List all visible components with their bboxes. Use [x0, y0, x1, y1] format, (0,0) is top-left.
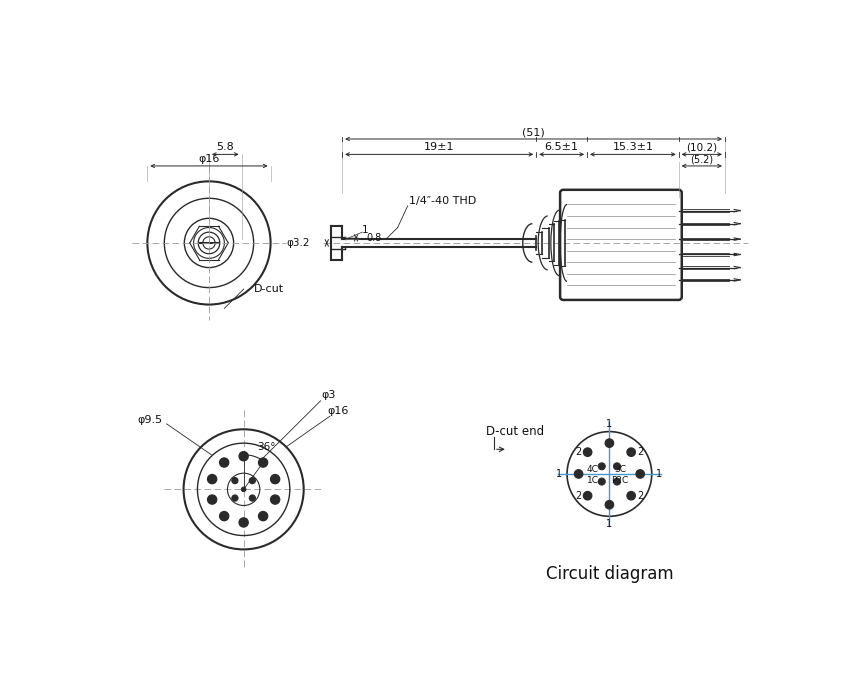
- Circle shape: [258, 512, 267, 521]
- Circle shape: [626, 448, 635, 456]
- Circle shape: [258, 458, 267, 467]
- Text: 1: 1: [555, 469, 562, 479]
- Circle shape: [583, 448, 591, 456]
- Text: 2: 2: [636, 491, 643, 501]
- Text: 5.8: 5.8: [217, 142, 234, 152]
- Circle shape: [249, 477, 255, 483]
- Circle shape: [583, 492, 591, 500]
- Circle shape: [600, 480, 603, 483]
- Circle shape: [260, 514, 265, 519]
- Text: 1: 1: [362, 225, 368, 235]
- Text: 0.8: 0.8: [366, 233, 381, 243]
- Circle shape: [598, 478, 605, 485]
- Text: 1: 1: [606, 519, 612, 529]
- Circle shape: [585, 494, 589, 498]
- Circle shape: [241, 454, 246, 458]
- Text: 2: 2: [575, 491, 581, 501]
- Circle shape: [600, 464, 603, 468]
- Circle shape: [210, 498, 214, 502]
- Text: 15.3±1: 15.3±1: [612, 142, 653, 152]
- Circle shape: [219, 512, 229, 521]
- Text: φ16: φ16: [327, 406, 348, 416]
- Circle shape: [242, 488, 245, 491]
- Circle shape: [626, 492, 635, 500]
- Circle shape: [233, 479, 236, 482]
- Text: 2: 2: [636, 447, 643, 457]
- FancyBboxPatch shape: [560, 190, 681, 300]
- Circle shape: [210, 477, 214, 481]
- Text: 36°: 36°: [258, 442, 276, 452]
- Circle shape: [606, 441, 611, 445]
- Circle shape: [612, 463, 620, 470]
- Circle shape: [249, 495, 255, 501]
- Circle shape: [239, 518, 248, 527]
- Text: φ16: φ16: [198, 154, 219, 164]
- Text: 3C: 3C: [613, 465, 625, 474]
- Text: 6.5±1: 6.5±1: [544, 142, 578, 152]
- Circle shape: [207, 475, 217, 484]
- Text: (10.2): (10.2): [686, 142, 717, 152]
- Circle shape: [605, 439, 613, 447]
- Circle shape: [219, 458, 229, 467]
- Circle shape: [260, 460, 265, 465]
- Circle shape: [241, 520, 246, 525]
- Text: 1: 1: [606, 419, 612, 429]
- Circle shape: [231, 477, 238, 483]
- Text: Circuit diagram: Circuit diagram: [545, 565, 672, 583]
- Circle shape: [251, 479, 253, 482]
- Circle shape: [629, 494, 633, 498]
- Circle shape: [574, 470, 582, 478]
- Circle shape: [222, 460, 226, 465]
- Circle shape: [615, 480, 618, 483]
- Circle shape: [637, 472, 641, 476]
- Text: P2C: P2C: [610, 476, 628, 485]
- Text: D-cut: D-cut: [253, 284, 283, 294]
- Text: φ9.5: φ9.5: [137, 415, 163, 425]
- Circle shape: [615, 464, 618, 468]
- Circle shape: [272, 477, 277, 481]
- Text: 4C: 4C: [586, 465, 598, 474]
- Text: D-cut end: D-cut end: [485, 425, 543, 438]
- Text: 1C: 1C: [586, 476, 598, 485]
- Text: φ3: φ3: [321, 391, 335, 400]
- Circle shape: [272, 498, 277, 502]
- Circle shape: [270, 475, 280, 484]
- Circle shape: [231, 495, 238, 501]
- Text: 1: 1: [656, 469, 662, 479]
- Text: (51): (51): [521, 127, 544, 137]
- Circle shape: [606, 502, 611, 507]
- Circle shape: [629, 450, 633, 454]
- Text: 1/4″-40 THD: 1/4″-40 THD: [409, 196, 476, 206]
- Circle shape: [239, 452, 248, 461]
- Circle shape: [576, 472, 580, 476]
- Circle shape: [635, 470, 644, 478]
- Circle shape: [233, 496, 236, 500]
- Circle shape: [605, 500, 613, 509]
- Circle shape: [207, 495, 217, 504]
- Circle shape: [241, 487, 246, 492]
- Circle shape: [585, 450, 589, 454]
- Circle shape: [612, 478, 620, 485]
- Circle shape: [222, 514, 226, 519]
- Text: (5.2): (5.2): [689, 154, 712, 164]
- Text: 19±1: 19±1: [423, 142, 454, 152]
- Circle shape: [598, 463, 605, 470]
- Text: φ3.2: φ3.2: [286, 238, 310, 248]
- Text: 2: 2: [575, 447, 581, 457]
- Circle shape: [251, 496, 253, 500]
- Circle shape: [270, 495, 280, 504]
